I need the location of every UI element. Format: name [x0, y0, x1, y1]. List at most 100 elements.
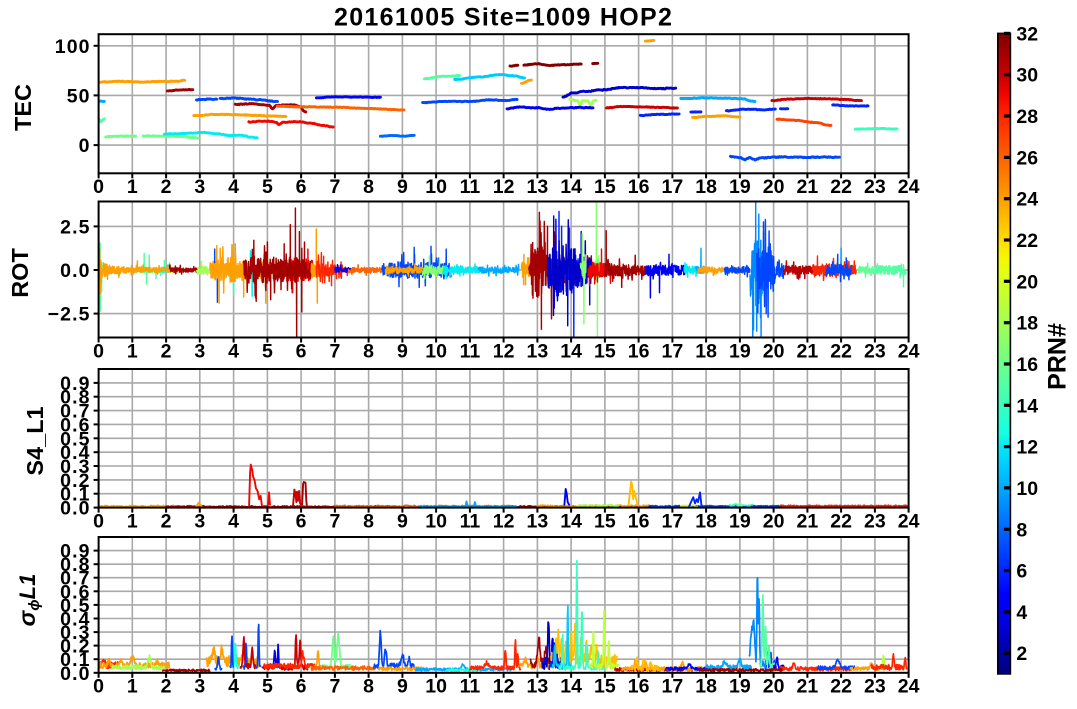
svg-text:0.8: 0.8: [60, 387, 90, 409]
svg-text:3: 3: [194, 340, 205, 362]
svg-text:18: 18: [695, 340, 717, 362]
svg-text:8: 8: [1016, 519, 1027, 541]
svg-text:2: 2: [161, 340, 172, 362]
svg-text:−2.5: −2.5: [48, 304, 91, 326]
svg-text:0.9: 0.9: [60, 373, 90, 395]
svg-text:3: 3: [194, 676, 205, 698]
svg-text:50: 50: [67, 85, 91, 107]
svg-text:0: 0: [93, 676, 104, 698]
svg-text:6: 6: [296, 176, 307, 198]
svg-text:0.6: 0.6: [60, 414, 90, 436]
svg-text:16: 16: [628, 511, 650, 533]
svg-text:28: 28: [1016, 106, 1038, 128]
svg-text:14: 14: [560, 676, 582, 698]
svg-text:22: 22: [830, 511, 852, 533]
svg-text:2: 2: [1016, 643, 1027, 665]
svg-text:4: 4: [228, 676, 239, 698]
svg-text:20: 20: [1016, 271, 1038, 293]
svg-text:2.5: 2.5: [60, 216, 90, 238]
svg-text:16: 16: [628, 340, 650, 362]
svg-text:10: 10: [425, 340, 447, 362]
svg-text:19: 19: [729, 511, 751, 533]
svg-text:12: 12: [493, 676, 515, 698]
svg-text:σϕL1: σϕL1: [14, 574, 43, 627]
svg-text:17: 17: [662, 340, 684, 362]
svg-text:7: 7: [329, 176, 340, 198]
svg-text:24: 24: [898, 676, 920, 698]
svg-text:16: 16: [1016, 354, 1038, 376]
svg-text:0: 0: [79, 135, 91, 157]
svg-text:2: 2: [161, 176, 172, 198]
svg-text:16: 16: [628, 176, 650, 198]
svg-text:22: 22: [830, 176, 852, 198]
svg-text:30: 30: [1016, 65, 1038, 87]
svg-text:8: 8: [363, 511, 374, 533]
svg-text:23: 23: [864, 176, 886, 198]
svg-text:11: 11: [460, 511, 481, 533]
svg-text:18: 18: [695, 676, 717, 698]
svg-text:8: 8: [363, 340, 374, 362]
svg-text:12: 12: [493, 340, 515, 362]
svg-text:14: 14: [560, 340, 582, 362]
svg-text:0.4: 0.4: [60, 442, 90, 464]
svg-text:15: 15: [594, 340, 616, 362]
svg-text:21: 21: [797, 176, 819, 198]
svg-text:19: 19: [729, 176, 751, 198]
svg-text:19: 19: [729, 340, 751, 362]
svg-text:23: 23: [864, 676, 886, 698]
svg-text:16: 16: [628, 676, 650, 698]
svg-text:24: 24: [898, 176, 920, 198]
svg-text:0.9: 0.9: [60, 541, 90, 563]
svg-text:18: 18: [1016, 313, 1038, 335]
svg-text:20: 20: [763, 340, 785, 362]
svg-text:15: 15: [594, 176, 616, 198]
svg-text:14: 14: [1016, 395, 1038, 417]
svg-text:0.0: 0.0: [60, 260, 90, 282]
svg-text:22: 22: [1016, 230, 1038, 252]
svg-text:13: 13: [527, 340, 549, 362]
svg-text:20: 20: [763, 176, 785, 198]
svg-text:5: 5: [262, 511, 273, 533]
svg-text:20: 20: [763, 511, 785, 533]
svg-text:0.0: 0.0: [60, 663, 90, 685]
svg-text:4: 4: [228, 511, 239, 533]
svg-text:23: 23: [864, 511, 886, 533]
svg-text:8: 8: [363, 676, 374, 698]
svg-text:10: 10: [425, 676, 447, 698]
svg-text:0.8: 0.8: [60, 554, 90, 576]
svg-text:15: 15: [594, 511, 616, 533]
svg-text:TEC: TEC: [10, 84, 36, 131]
svg-text:S4_L1: S4_L1: [22, 406, 48, 475]
svg-text:0.5: 0.5: [60, 595, 90, 617]
svg-text:18: 18: [695, 511, 717, 533]
svg-text:0.7: 0.7: [60, 401, 90, 423]
svg-text:21: 21: [797, 340, 819, 362]
svg-text:0.4: 0.4: [60, 609, 90, 631]
svg-text:14: 14: [560, 176, 582, 198]
svg-text:21: 21: [797, 676, 819, 698]
svg-text:10: 10: [425, 511, 447, 533]
svg-text:3: 3: [194, 511, 205, 533]
svg-text:4: 4: [228, 340, 239, 362]
svg-text:9: 9: [397, 511, 408, 533]
svg-text:8: 8: [363, 176, 374, 198]
svg-text:0.6: 0.6: [60, 581, 90, 603]
svg-text:4: 4: [1016, 602, 1027, 624]
svg-text:10: 10: [1016, 478, 1038, 500]
svg-text:10: 10: [425, 176, 447, 198]
svg-text:17: 17: [662, 511, 684, 533]
svg-text:12: 12: [493, 511, 515, 533]
svg-text:7: 7: [329, 676, 340, 698]
svg-text:2: 2: [161, 676, 172, 698]
svg-text:2: 2: [161, 511, 172, 533]
svg-text:9: 9: [397, 176, 408, 198]
svg-text:6: 6: [296, 340, 307, 362]
svg-text:0.2: 0.2: [60, 636, 90, 658]
svg-text:12: 12: [493, 176, 515, 198]
svg-text:0.3: 0.3: [60, 622, 90, 644]
svg-text:11: 11: [460, 676, 481, 698]
svg-text:22: 22: [830, 676, 852, 698]
svg-text:5: 5: [262, 340, 273, 362]
svg-text:7: 7: [329, 340, 340, 362]
svg-text:23: 23: [864, 340, 886, 362]
